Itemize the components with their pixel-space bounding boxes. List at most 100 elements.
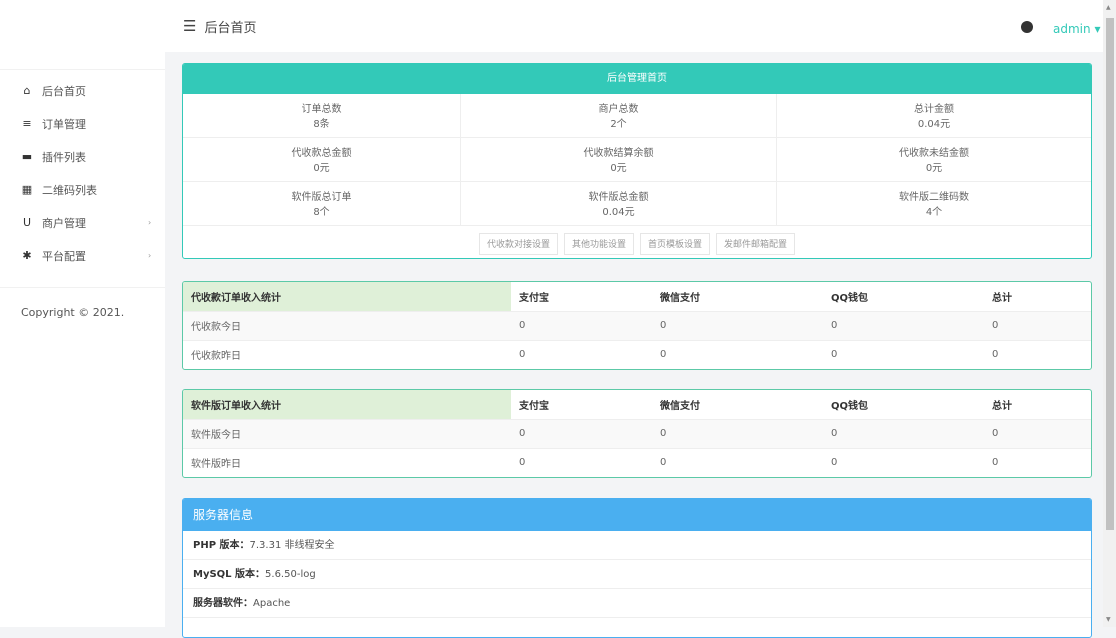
other-settings-button[interactable]: 其他功能设置 bbox=[563, 233, 634, 255]
mail-config-button[interactable]: 发邮件邮箱配置 bbox=[716, 233, 796, 255]
sidebar-item-label: 平台配置 bbox=[42, 249, 86, 263]
stat-label: 订单总数 bbox=[301, 104, 342, 115]
stat-value: 0元 bbox=[313, 163, 330, 174]
logo-area bbox=[0, 0, 165, 70]
sidebar-item-label: 订单管理 bbox=[42, 117, 86, 131]
stat-value: 2个 bbox=[610, 119, 627, 130]
table-cell: 0 bbox=[511, 310, 652, 340]
stat-label: 总计金额 bbox=[914, 104, 954, 115]
table-header: 软件版订单收入统计 支付宝 微信支付 QQ钱包 总计 bbox=[183, 390, 1091, 419]
menu-toggle-icon[interactable]: ☰ bbox=[183, 17, 197, 35]
magnet-icon: U bbox=[22, 216, 32, 229]
overview-panel: 后台管理首页 订单总数 8条 商户总数 2个 总计金额 0.04元 代收款总金额 0元 … bbox=[182, 63, 1092, 259]
table-cell: 代收款昨日 bbox=[183, 339, 511, 369]
collection-api-settings-button[interactable]: 代收款对接设置 bbox=[478, 233, 558, 255]
info-value: 5.6.50-log bbox=[265, 569, 316, 580]
info-value: Apache bbox=[253, 598, 291, 609]
sidebar-item-plugins[interactable]: ▬ 插件列表 bbox=[0, 140, 165, 173]
settings-buttons: 代收款对接设置 其他功能设置 首页模板设置 发邮件邮箱配置 bbox=[183, 226, 1091, 255]
plugin-icon: ▬ bbox=[21, 150, 33, 163]
gear-icon: ✱ bbox=[22, 249, 32, 262]
info-label: 服务器软件： bbox=[193, 598, 253, 609]
table-row: 软件版昨日 0 0 0 0 bbox=[183, 447, 1091, 477]
table-cell: 0 bbox=[984, 418, 1091, 448]
sidebar-item-label: 二维码列表 bbox=[42, 183, 97, 197]
stat-cell: 代收款未结金额 0元 bbox=[777, 138, 1091, 181]
stat-label: 代收款结算余额 bbox=[583, 148, 654, 159]
stats-row: 代收款总金额 0元 代收款结算余额 0元 代收款未结金额 0元 bbox=[183, 138, 1091, 182]
sidebar: ⌂ 后台首页 ≡ 订单管理 ▬ 插件列表 ▦ 二维码列表 U 商户管理 › ✱ 平台配置 › C… bbox=[0, 0, 165, 627]
stat-label: 商户总数 bbox=[598, 104, 639, 115]
stat-cell: 软件版二维码数 4个 bbox=[777, 182, 1091, 225]
chevron-right-icon: › bbox=[148, 218, 152, 227]
table-header-cell: QQ钱包 bbox=[831, 292, 869, 304]
table-cell: 代收款今日 bbox=[183, 310, 511, 340]
home-icon: ⌂ bbox=[23, 84, 31, 97]
stat-value: 0.04元 bbox=[602, 207, 635, 218]
table-cell: 0 bbox=[823, 339, 984, 369]
table-header-cell: 总计 bbox=[992, 292, 1012, 304]
table-header-cell: 总计 bbox=[992, 400, 1012, 412]
table-cell: 0 bbox=[823, 447, 984, 477]
stat-label: 代收款未结金额 bbox=[899, 148, 969, 159]
sidebar-item-home[interactable]: ⌂ 后台首页 bbox=[0, 74, 165, 107]
server-info-title: 服务器信息 bbox=[183, 499, 1091, 531]
stats-row: 订单总数 8条 商户总数 2个 总计金额 0.04元 bbox=[183, 94, 1091, 138]
sidebar-item-platform-config[interactable]: ✱ 平台配置 › bbox=[0, 239, 165, 272]
table-header-cell: 微信支付 bbox=[660, 292, 700, 304]
table-cell: 0 bbox=[652, 339, 823, 369]
table-cell: 0 bbox=[984, 339, 1091, 369]
stats-row: 软件版总订单 8个 软件版总金额 0.04元 软件版二维码数 4个 bbox=[183, 182, 1091, 226]
table-cell: 0 bbox=[823, 310, 984, 340]
table-header-cell: 微信支付 bbox=[660, 400, 700, 412]
stat-value: 0元 bbox=[925, 163, 943, 174]
caret-down-icon: ▾ bbox=[1094, 22, 1101, 36]
stat-cell: 代收款总金额 0元 bbox=[183, 138, 461, 181]
table-cell: 0 bbox=[984, 447, 1091, 477]
stat-cell: 商户总数 2个 bbox=[461, 94, 777, 137]
page-scrollbar[interactable]: ▲ ▼ bbox=[1103, 0, 1116, 627]
server-info-row: 服务器软件：Apache bbox=[183, 589, 1091, 618]
table-cell: 0 bbox=[511, 418, 652, 448]
scroll-down-icon[interactable]: ▼ bbox=[1106, 616, 1111, 623]
homepage-template-button[interactable]: 首页模板设置 bbox=[640, 233, 711, 255]
stat-value: 0.04元 bbox=[917, 119, 951, 130]
table-header: 代收款订单收入统计 支付宝 微信支付 QQ钱包 总计 bbox=[183, 282, 1091, 311]
table-cell: 0 bbox=[511, 339, 652, 369]
sidebar-item-orders[interactable]: ≡ 订单管理 bbox=[0, 107, 165, 140]
scrollbar-thumb[interactable] bbox=[1106, 18, 1114, 530]
stat-cell: 代收款结算余额 0元 bbox=[461, 138, 777, 181]
info-label: PHP 版本： bbox=[193, 540, 250, 551]
stat-cell: 总计金额 0.04元 bbox=[777, 94, 1091, 137]
sidebar-item-label: 商户管理 bbox=[42, 216, 86, 230]
server-info-panel: 服务器信息 PHP 版本：7.3.31 非线程安全 MySQL 版本：5.6.5… bbox=[182, 498, 1092, 638]
stat-label: 软件版总订单 bbox=[291, 192, 352, 203]
chevron-right-icon: › bbox=[148, 251, 152, 260]
stat-cell: 软件版总金额 0.04元 bbox=[461, 182, 777, 225]
info-value: 7.3.31 非线程安全 bbox=[249, 540, 335, 551]
table-cell: 0 bbox=[652, 310, 823, 340]
table-header-cell: 软件版订单收入统计 bbox=[183, 390, 511, 419]
stat-value: 8个 bbox=[313, 207, 330, 218]
stat-label: 代收款总金额 bbox=[291, 148, 352, 159]
palette-icon[interactable] bbox=[1021, 21, 1033, 33]
sidebar-item-merchants[interactable]: U 商户管理 › bbox=[0, 206, 165, 239]
sidebar-nav: ⌂ 后台首页 ≡ 订单管理 ▬ 插件列表 ▦ 二维码列表 U 商户管理 › ✱ 平台配置 › bbox=[0, 70, 165, 272]
table-cell: 软件版今日 bbox=[183, 418, 511, 448]
stat-label: 软件版二维码数 bbox=[899, 192, 969, 203]
overview-title: 后台管理首页 bbox=[183, 64, 1091, 94]
table-cell: 0 bbox=[511, 447, 652, 477]
sidebar-item-label: 后台首页 bbox=[42, 84, 86, 98]
top-header: ☰ 后台首页 admin ▾ bbox=[165, 0, 1103, 52]
info-label: MySQL 版本： bbox=[193, 569, 266, 580]
scroll-up-icon[interactable]: ▲ bbox=[1106, 4, 1111, 11]
page-title: 后台首页 bbox=[204, 20, 257, 36]
stat-value: 8条 bbox=[313, 119, 330, 130]
username: admin bbox=[1053, 22, 1091, 36]
user-menu[interactable]: admin ▾ bbox=[1053, 22, 1100, 36]
copyright: Copyright © 2021. bbox=[0, 287, 165, 319]
sidebar-item-qrcodes[interactable]: ▦ 二维码列表 bbox=[0, 173, 165, 206]
table-header-cell: 支付宝 bbox=[519, 292, 549, 304]
table-row: 代收款今日 0 0 0 0 bbox=[183, 310, 1091, 340]
stat-cell: 订单总数 8条 bbox=[183, 94, 461, 137]
